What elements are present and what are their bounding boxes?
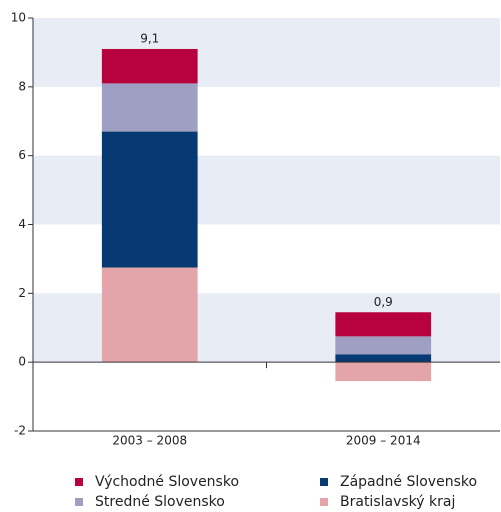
y-tick-label: 6 (18, 148, 26, 162)
legend-label: Stredné Slovensko (95, 494, 225, 510)
legend-swatch (75, 498, 83, 506)
legend-swatch (320, 498, 328, 506)
y-tick-label: -2 (14, 424, 26, 438)
bar-segment (101, 131, 198, 268)
bar-segment (335, 312, 432, 337)
legend-label: Východné Slovensko (95, 474, 239, 490)
x-tick-label: 2009 – 2014 (346, 434, 421, 448)
y-tick-label: 10 (11, 11, 26, 25)
x-tick-label: 2003 – 2008 (112, 434, 187, 448)
bar-segment (335, 362, 432, 382)
y-tick-label: 2 (18, 286, 26, 300)
legend-swatch (75, 478, 83, 486)
y-tick-label: 0 (18, 355, 26, 369)
total-label: 9,1 (140, 31, 159, 45)
legend-label: Západné Slovensko (340, 474, 477, 490)
bar-segment (101, 48, 198, 84)
total-label: 0,9 (374, 295, 393, 309)
y-tick-label: 8 (18, 79, 26, 93)
legend-label: Bratislavský kraj (340, 494, 455, 510)
bar-segment (101, 267, 198, 363)
legend-swatch (320, 478, 328, 486)
bar-segment (101, 83, 198, 132)
y-tick-label: 4 (18, 217, 26, 231)
bar-segment (335, 354, 432, 363)
bar-segment (335, 336, 432, 355)
